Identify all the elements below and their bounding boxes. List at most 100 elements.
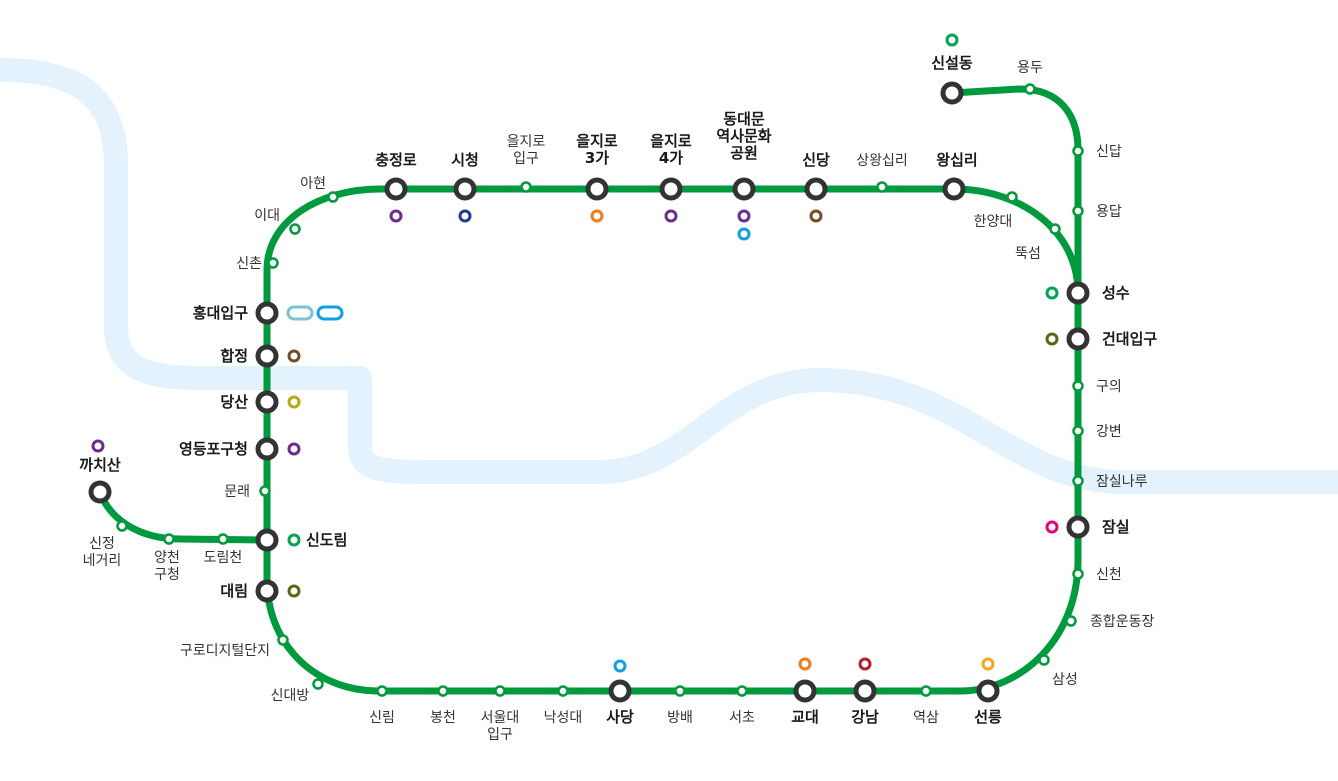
- transfer-markers: [91, 33, 1059, 673]
- station-dangsan[interactable]: [255, 390, 279, 414]
- station-daerim[interactable]: [255, 579, 279, 603]
- station-label-sinjeong: 신정 네거리: [83, 536, 122, 569]
- station-sports[interactable]: [1065, 615, 1077, 627]
- station-label-ydp_office: 영등포구청: [179, 440, 248, 458]
- station-label-mullae: 문래: [224, 484, 250, 500]
- station-label-ewha: 이대: [254, 208, 280, 224]
- station-euljiro1[interactable]: [520, 181, 532, 193]
- transfer-marker-seolleung: [981, 657, 995, 671]
- station-chungjeongno[interactable]: [384, 177, 408, 201]
- station-label-euljiro1: 을지로 입구: [507, 134, 546, 167]
- station-sindorim[interactable]: [255, 528, 279, 552]
- station-label-sadang: 사당: [606, 708, 634, 726]
- station-samseong[interactable]: [1038, 654, 1050, 666]
- station-label-sincheon: 신천: [1096, 567, 1122, 583]
- station-sindap[interactable]: [1072, 145, 1084, 157]
- station-sangwangsimni[interactable]: [876, 181, 888, 193]
- station-ttukseom[interactable]: [1049, 223, 1061, 235]
- transfer-marker-dangsan: [287, 395, 301, 409]
- station-label-gangnam: 강남: [851, 708, 879, 726]
- station-guui[interactable]: [1072, 380, 1084, 392]
- station-label-sinseoldong: 신설동: [931, 54, 973, 72]
- stations[interactable]: [88, 81, 1090, 703]
- station-sinjeong[interactable]: [116, 520, 128, 532]
- station-sadang[interactable]: [608, 679, 632, 703]
- station-bangbae[interactable]: [674, 685, 686, 697]
- transfer-marker-jamsil: [1045, 520, 1059, 534]
- station-sinchon[interactable]: [267, 257, 279, 269]
- station-label-kkachisan: 까치산: [79, 456, 121, 474]
- station-label-hapjeong: 합정: [220, 347, 248, 365]
- station-label-guui: 구의: [1096, 379, 1122, 395]
- station-hapjeong[interactable]: [255, 344, 279, 368]
- station-sillim[interactable]: [376, 685, 388, 697]
- station-kkachisan[interactable]: [88, 480, 112, 504]
- station-yeoksam[interactable]: [920, 685, 932, 697]
- station-yongdap[interactable]: [1072, 205, 1084, 217]
- station-sincheon[interactable]: [1072, 568, 1084, 580]
- station-label-seolleung: 선릉: [974, 708, 1002, 726]
- station-sindaebang[interactable]: [312, 678, 324, 690]
- station-hanyang[interactable]: [1006, 191, 1018, 203]
- station-ddp[interactable]: [732, 177, 756, 201]
- transfer-marker-euljiro4: [664, 209, 678, 223]
- station-konkuk[interactable]: [1066, 327, 1090, 351]
- station-label-chungjeongno: 충정로: [375, 151, 417, 169]
- station-label-gyodae: 교대: [791, 708, 819, 726]
- transfer-marker-hongdae: [316, 305, 344, 321]
- station-label-bongcheon: 봉천: [430, 710, 456, 726]
- transfer-marker-ydp_office: [287, 442, 301, 456]
- transfer-marker-daerim: [287, 584, 301, 598]
- station-yongdu[interactable]: [1024, 83, 1036, 95]
- station-jamsilnaru[interactable]: [1072, 475, 1084, 487]
- han-river: [0, 58, 1338, 494]
- station-seongsu[interactable]: [1066, 281, 1090, 305]
- station-label-sangwangsimni: 상왕십리: [856, 153, 908, 169]
- station-euljiro4[interactable]: [659, 177, 683, 201]
- station-euljiro3[interactable]: [585, 177, 609, 201]
- station-sindang[interactable]: [804, 177, 828, 201]
- station-seocho[interactable]: [736, 685, 748, 697]
- station-label-guro_digital: 구로디지털단지: [180, 643, 270, 659]
- transfer-marker-seongsu: [1045, 286, 1059, 300]
- station-mullae[interactable]: [259, 485, 271, 497]
- station-label-yangcheon: 양천 구청: [154, 550, 180, 583]
- station-sinseoldong[interactable]: [940, 81, 964, 105]
- station-nakseongdae[interactable]: [557, 685, 569, 697]
- station-wangsimni[interactable]: [942, 177, 966, 201]
- station-gangbyeon[interactable]: [1072, 425, 1084, 437]
- station-label-seongsu: 성수: [1102, 284, 1130, 302]
- station-ydp_office[interactable]: [255, 437, 279, 461]
- station-hongdae[interactable]: [255, 301, 279, 325]
- station-bongcheon[interactable]: [437, 685, 449, 697]
- station-guro_digital[interactable]: [277, 634, 289, 646]
- station-label-bangbae: 방배: [667, 710, 693, 726]
- station-label-yongdu: 용두: [1017, 60, 1043, 76]
- station-gangnam[interactable]: [853, 679, 877, 703]
- station-label-ddp: 동대문 역사문화 공원: [716, 110, 771, 162]
- station-label-hanyang: 한양대: [974, 214, 1013, 230]
- station-jamsil[interactable]: [1066, 515, 1090, 539]
- transfer-marker-euljiro3: [590, 209, 604, 223]
- station-label-daerim: 대림: [220, 582, 248, 600]
- station-ahyeon[interactable]: [327, 191, 339, 203]
- transfer-marker-chungjeongno: [389, 209, 403, 223]
- station-cityhall[interactable]: [453, 177, 477, 201]
- station-label-cityhall: 시청: [451, 151, 479, 169]
- station-label-ahyeon: 아현: [300, 176, 326, 192]
- station-seolleung[interactable]: [976, 679, 1000, 703]
- station-snu[interactable]: [494, 685, 506, 697]
- transfer-marker-gyodae: [798, 657, 812, 671]
- station-yangcheon[interactable]: [163, 533, 175, 545]
- station-label-sindorim: 신도림: [306, 531, 347, 549]
- transfer-marker-ddp: [737, 209, 751, 223]
- station-label-sports: 종합운동장: [1090, 614, 1155, 630]
- station-label-euljiro4: 을지로 4가: [650, 132, 692, 167]
- line-2-loop: [263, 185, 1082, 695]
- station-label-wangsimni: 왕십리: [936, 151, 977, 169]
- station-label-sillim: 신림: [369, 710, 395, 726]
- station-ewha[interactable]: [289, 223, 301, 235]
- station-dorimcheon[interactable]: [217, 533, 229, 545]
- station-gyodae[interactable]: [793, 679, 817, 703]
- transfer-marker-hongdae: [286, 305, 314, 321]
